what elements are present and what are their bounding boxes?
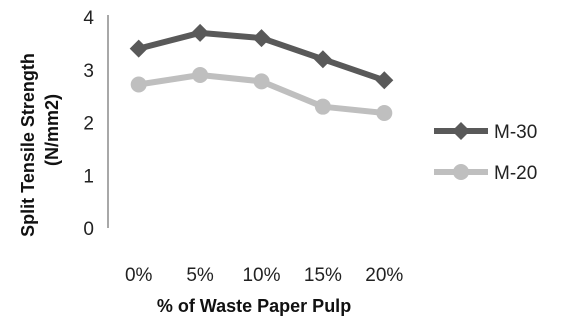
data-point-marker (129, 39, 148, 58)
data-point-marker (376, 105, 393, 122)
data-point-marker (191, 23, 210, 42)
data-point-marker (130, 76, 147, 93)
x-tick-label: 20% (365, 265, 403, 286)
x-axis-title: % of Waste Paper Pulp (157, 296, 351, 316)
legend-item-m-20: M-20 (434, 163, 537, 184)
y-axis-title: Split Tensile Strength (N/mm2) (18, 53, 62, 237)
x-tick-labels: 0% 5% 10% 15% 20% (125, 265, 403, 286)
series-layer (129, 23, 394, 122)
y-tick-label: 3 (83, 61, 94, 82)
legend: M-30 M-20 (434, 122, 537, 184)
legend-item-m-30: M-30 (434, 122, 537, 143)
x-tick-label: 0% (125, 265, 153, 286)
data-point-marker (252, 29, 271, 48)
data-point-marker (314, 98, 331, 115)
series-m-20 (130, 67, 393, 122)
y-tick-label: 2 (83, 114, 94, 135)
x-tick-label: 15% (304, 265, 342, 286)
y-tick-labels: 0 1 2 3 4 (83, 8, 94, 240)
legend-label: M-20 (494, 163, 537, 184)
data-point-marker (253, 73, 270, 90)
legend-marker (452, 122, 470, 140)
legend-label: M-30 (494, 122, 537, 143)
y-tick-label: 1 (83, 166, 94, 187)
y-axis-title-line-2: (N/mm2) (42, 94, 62, 166)
y-tick-label: 4 (83, 8, 94, 29)
data-point-marker (313, 50, 332, 69)
data-point-marker (192, 67, 209, 84)
y-tick-label: 0 (83, 219, 94, 240)
x-tick-label: 10% (242, 265, 280, 286)
legend-marker (453, 164, 469, 180)
data-point-marker (375, 71, 394, 90)
series-m-30 (129, 23, 394, 90)
y-axis-title-line-1: Split Tensile Strength (18, 53, 38, 237)
x-tick-label: 5% (186, 265, 214, 286)
